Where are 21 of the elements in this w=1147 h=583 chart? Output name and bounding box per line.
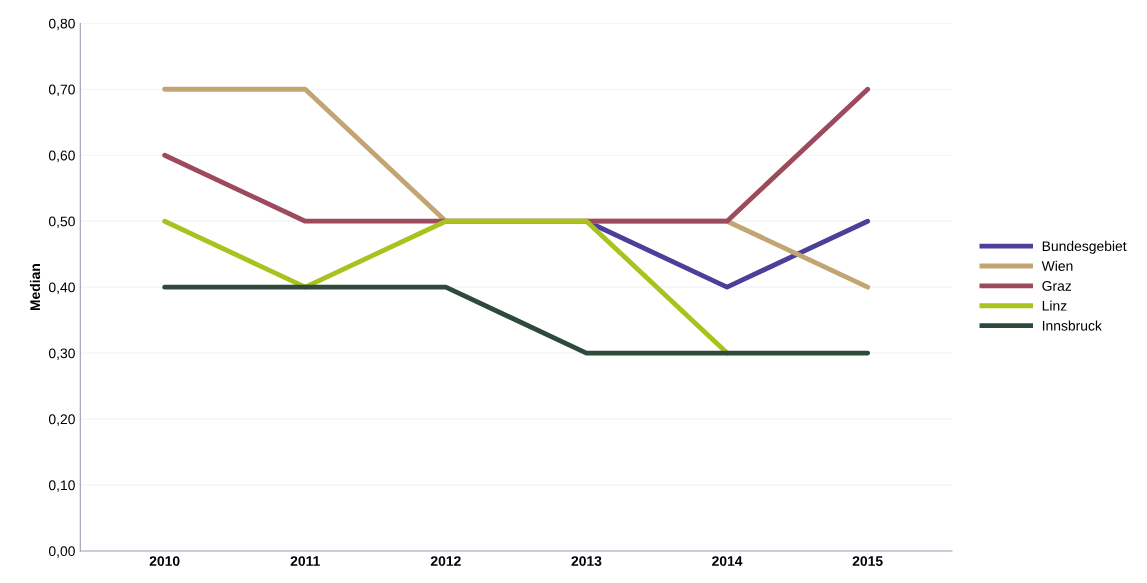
x-tick-label: 2013 — [571, 556, 602, 567]
x-tick-label: 2010 — [149, 556, 180, 566]
y-tick-label: 0,60 — [48, 150, 75, 163]
y-tick-label: 0,00 — [48, 546, 75, 558]
legend-label: Innsbruck — [1042, 320, 1102, 331]
legend-label: Graz — [1042, 281, 1072, 291]
legend-label: Bundesgebiet — [1042, 240, 1127, 254]
y-axis-title: Median — [29, 264, 41, 311]
x-tick-label: 2011 — [290, 556, 320, 566]
x-tick-label: 2015 — [852, 556, 883, 566]
y-tick-label: 0,30 — [48, 348, 75, 360]
legend-label: Wien — [1041, 260, 1073, 271]
y-tick-label: 0,10 — [48, 480, 75, 492]
y-tick-label: 0,20 — [48, 414, 75, 426]
x-tick-label: 2012 — [430, 556, 461, 566]
y-tick-label: 0,40 — [48, 282, 75, 294]
y-tick-label: 0,70 — [48, 84, 75, 97]
y-tick-label: 0,80 — [48, 18, 75, 31]
y-tick-label: 0,50 — [48, 216, 75, 228]
legend-label: Linz — [1042, 300, 1067, 311]
x-tick-label: 2014 — [712, 556, 743, 566]
